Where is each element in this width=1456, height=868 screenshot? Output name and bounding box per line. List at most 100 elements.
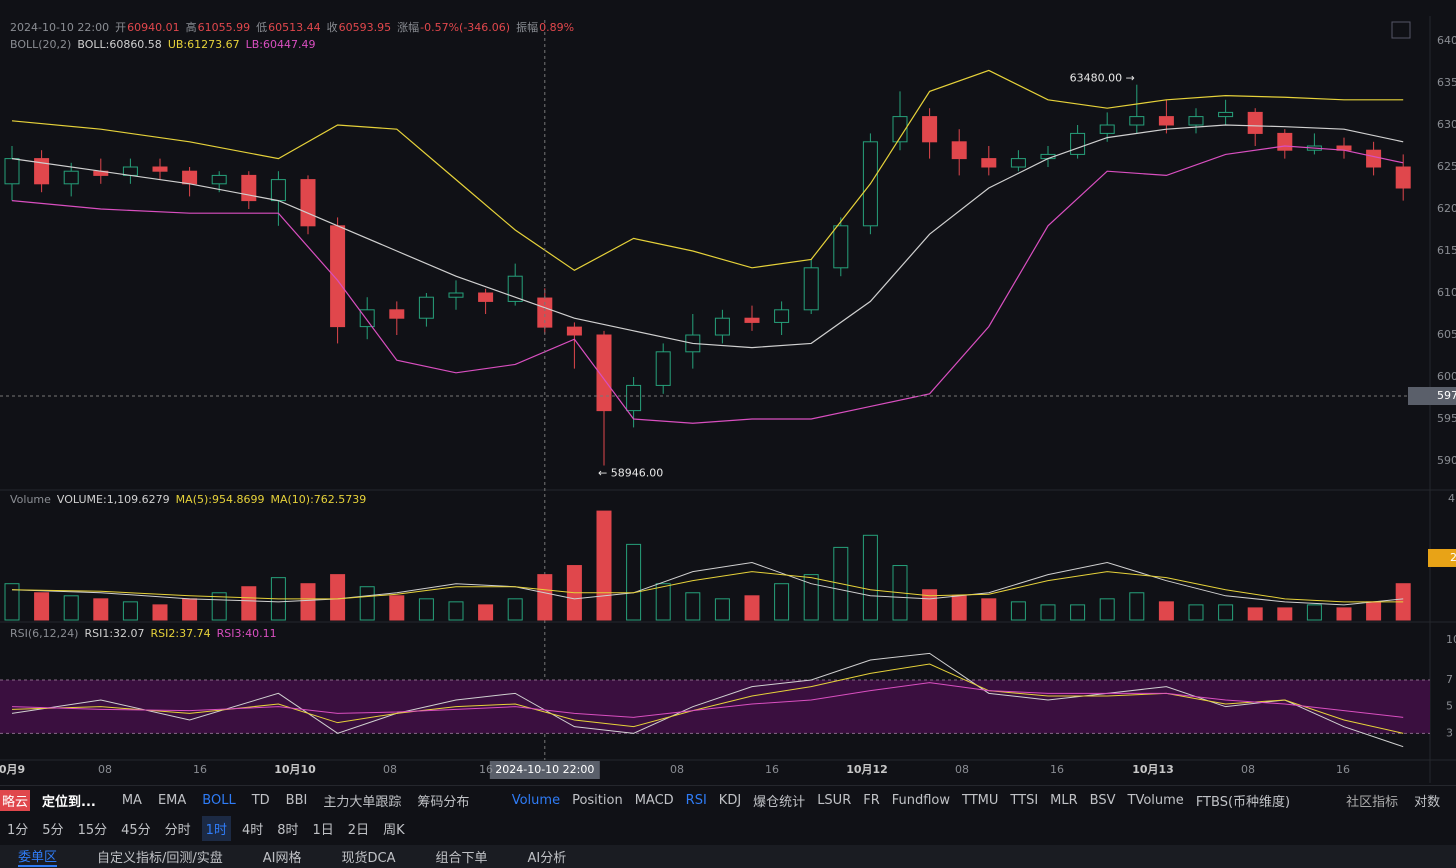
y-tick-label: 600 — [1437, 370, 1456, 383]
candle-body — [951, 141, 967, 160]
tab[interactable]: 组合下单 — [435, 851, 488, 866]
main-indicator[interactable]: BBI — [285, 792, 308, 808]
main-indicator[interactable]: BOLL — [202, 792, 236, 808]
volume-bar — [478, 604, 494, 621]
ohlc-value: 61055.99 — [197, 21, 251, 34]
indicator-name[interactable]: BOLL(20,2) — [10, 38, 72, 51]
volume-bar — [507, 598, 523, 621]
sub-indicator[interactable]: TTMU — [962, 792, 999, 808]
volume-bar — [774, 583, 790, 621]
ohlc-value: 60593.95 — [338, 21, 392, 34]
candle-body — [922, 116, 938, 143]
x-tick-label: 16 — [193, 763, 207, 776]
timeframe[interactable]: 8时 — [277, 823, 299, 838]
tab[interactable]: AI分析 — [527, 851, 567, 866]
timeframe[interactable]: 周K — [383, 823, 405, 838]
x-tick-label: 0月9 — [0, 763, 25, 776]
indicator-value: VOLUME:1,109.6279 — [56, 493, 170, 506]
candle-body — [744, 317, 760, 323]
candle-body — [270, 179, 286, 202]
main-indicator[interactable]: 主力大单跟踪 — [323, 794, 402, 810]
timeframe[interactable]: 1日 — [312, 823, 334, 838]
x-tick-label: 10月13 — [1132, 763, 1174, 776]
timeframe[interactable]: 1时 — [201, 816, 231, 841]
candle-body — [803, 267, 819, 311]
indicator-name[interactable]: RSI(6,12,24) — [10, 627, 79, 640]
timeframe[interactable]: 15分 — [77, 823, 108, 838]
sub-indicator[interactable]: TTSI — [1010, 792, 1039, 808]
volume-bar — [596, 510, 612, 621]
timeframe[interactable]: 1分 — [7, 823, 29, 838]
ohlc-value: -0.57%(-346.06) — [420, 21, 511, 34]
main-indicator[interactable]: MA — [121, 792, 142, 808]
sub-indicator[interactable]: 爆仓统计 — [753, 794, 806, 810]
candle-body — [1277, 132, 1293, 151]
sub-indicator[interactable]: MLR — [1050, 792, 1078, 808]
rsi-line — [11, 682, 1404, 718]
main-indicator[interactable]: EMA — [157, 792, 187, 808]
rsi-band — [0, 680, 1430, 734]
indicator-value: UB:61273.67 — [167, 38, 240, 51]
sub-indicator[interactable]: RSI — [685, 792, 707, 808]
candle-body — [1366, 149, 1382, 168]
sub-indicator[interactable]: KDJ — [718, 792, 742, 808]
sub-indicator[interactable]: LSUR — [817, 792, 852, 808]
main-indicator[interactable]: 筹码分布 — [417, 794, 470, 810]
main-indicator[interactable]: TD — [251, 792, 270, 808]
sub-indicator[interactable]: Fundflow — [891, 792, 951, 808]
ohlc-value: 60940.01 — [127, 21, 180, 34]
volume-bar — [418, 598, 434, 621]
y-tick-label: 625 — [1437, 160, 1456, 173]
timeframe[interactable]: 5分 — [42, 823, 64, 838]
price-annotation: ← 58946.00 — [598, 467, 663, 480]
sub-indicator[interactable]: BSV — [1089, 792, 1116, 808]
ohlc-label: 低 — [256, 21, 268, 34]
timeframe[interactable]: 2日 — [347, 823, 370, 838]
sub-indicator[interactable]: MACD — [634, 792, 674, 808]
sub-indicator[interactable]: FTBS(币种维度) — [1195, 794, 1291, 810]
timeframe[interactable]: 45分 — [121, 823, 151, 838]
expand-icon[interactable] — [1391, 21, 1411, 39]
community[interactable]: 社区指标 — [1346, 794, 1399, 810]
volume-bar — [714, 598, 730, 621]
sub-indicator[interactable]: TVolume — [1127, 792, 1184, 808]
timeframe[interactable]: 分时 — [164, 823, 191, 838]
tab[interactable]: AI网格 — [262, 851, 302, 866]
indicator-name[interactable]: Volume — [10, 493, 51, 506]
volume-bar — [330, 574, 346, 621]
volume-bar — [1040, 604, 1056, 621]
timeframe[interactable]: 4时 — [241, 823, 264, 838]
volume-bar — [922, 589, 938, 621]
volume-bar — [951, 595, 967, 621]
rsi-line — [11, 652, 1404, 748]
sub-indicator[interactable]: Volume — [511, 792, 561, 808]
candle-body — [1188, 116, 1204, 126]
ohlc-legend: 2024-10-10 22:00 开60940.01 高61055.99 低60513… — [10, 19, 580, 35]
y-tick-label: 5 — [1446, 700, 1453, 713]
y-tick-label: 590 — [1437, 454, 1456, 467]
volume-bar — [34, 592, 50, 621]
candle-body — [566, 326, 582, 336]
candle-body — [330, 225, 346, 328]
tab[interactable]: 自定义指标/回测/实盘 — [97, 851, 223, 866]
volume-bar — [537, 574, 553, 621]
volume-bar — [1306, 604, 1322, 621]
sub-indicator[interactable]: FR — [863, 792, 880, 808]
y-tick-label: 605 — [1437, 328, 1456, 341]
x-tick-label: 08 — [1241, 763, 1255, 776]
tab[interactable]: 委单区 — [18, 846, 58, 867]
sub-indicator[interactable]: Position — [572, 792, 623, 808]
volume-bar — [241, 586, 257, 621]
volume-bar — [803, 574, 819, 621]
candle-body — [655, 351, 671, 386]
candle-body — [626, 384, 642, 412]
x-tick-label: 16 — [765, 763, 779, 776]
x-tick-label: 16 — [1336, 763, 1350, 776]
rsi-plot — [0, 652, 1430, 748]
strategy-tag[interactable]: 略云 — [0, 789, 31, 811]
locate[interactable]: 定位到... — [42, 794, 96, 810]
y-tick-label: 630 — [1437, 118, 1456, 131]
tab[interactable]: 现货DCA — [341, 851, 396, 866]
log[interactable]: 对数 — [1414, 794, 1441, 810]
candle-body — [1129, 116, 1145, 126]
